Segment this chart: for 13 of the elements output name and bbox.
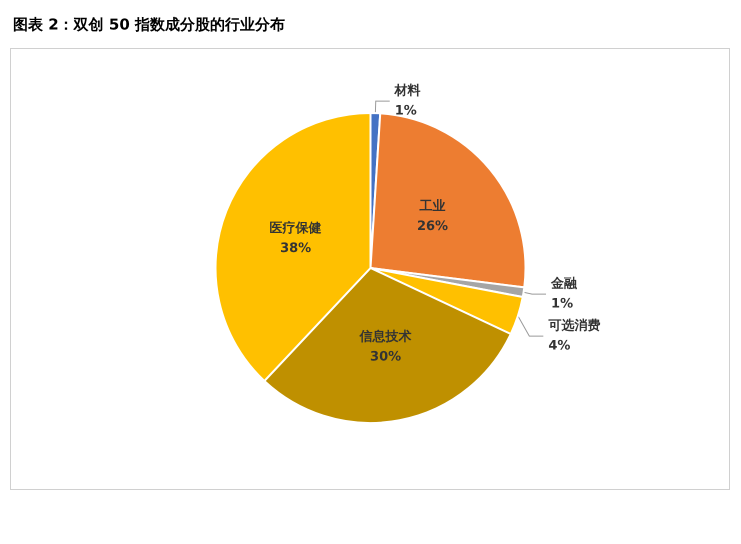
slice-label: 材料	[394, 84, 421, 99]
data-label: 1%	[551, 296, 574, 312]
data-label: 38%	[280, 240, 312, 256]
data-label: 1%	[394, 104, 417, 119]
slice-label: 医疗保健	[270, 220, 322, 236]
slice-label: 可选消费	[547, 318, 600, 334]
data-label: 30%	[370, 350, 402, 365]
data-label: 26%	[416, 219, 448, 234]
slice-label: 信息技术	[358, 328, 412, 345]
data-label: 4%	[548, 338, 570, 354]
slice-label: 工业	[418, 199, 446, 214]
slice-label: 金融	[550, 276, 578, 292]
chart-title: 图表 2：双创 50 指数成分股的行业分布	[13, 16, 285, 34]
